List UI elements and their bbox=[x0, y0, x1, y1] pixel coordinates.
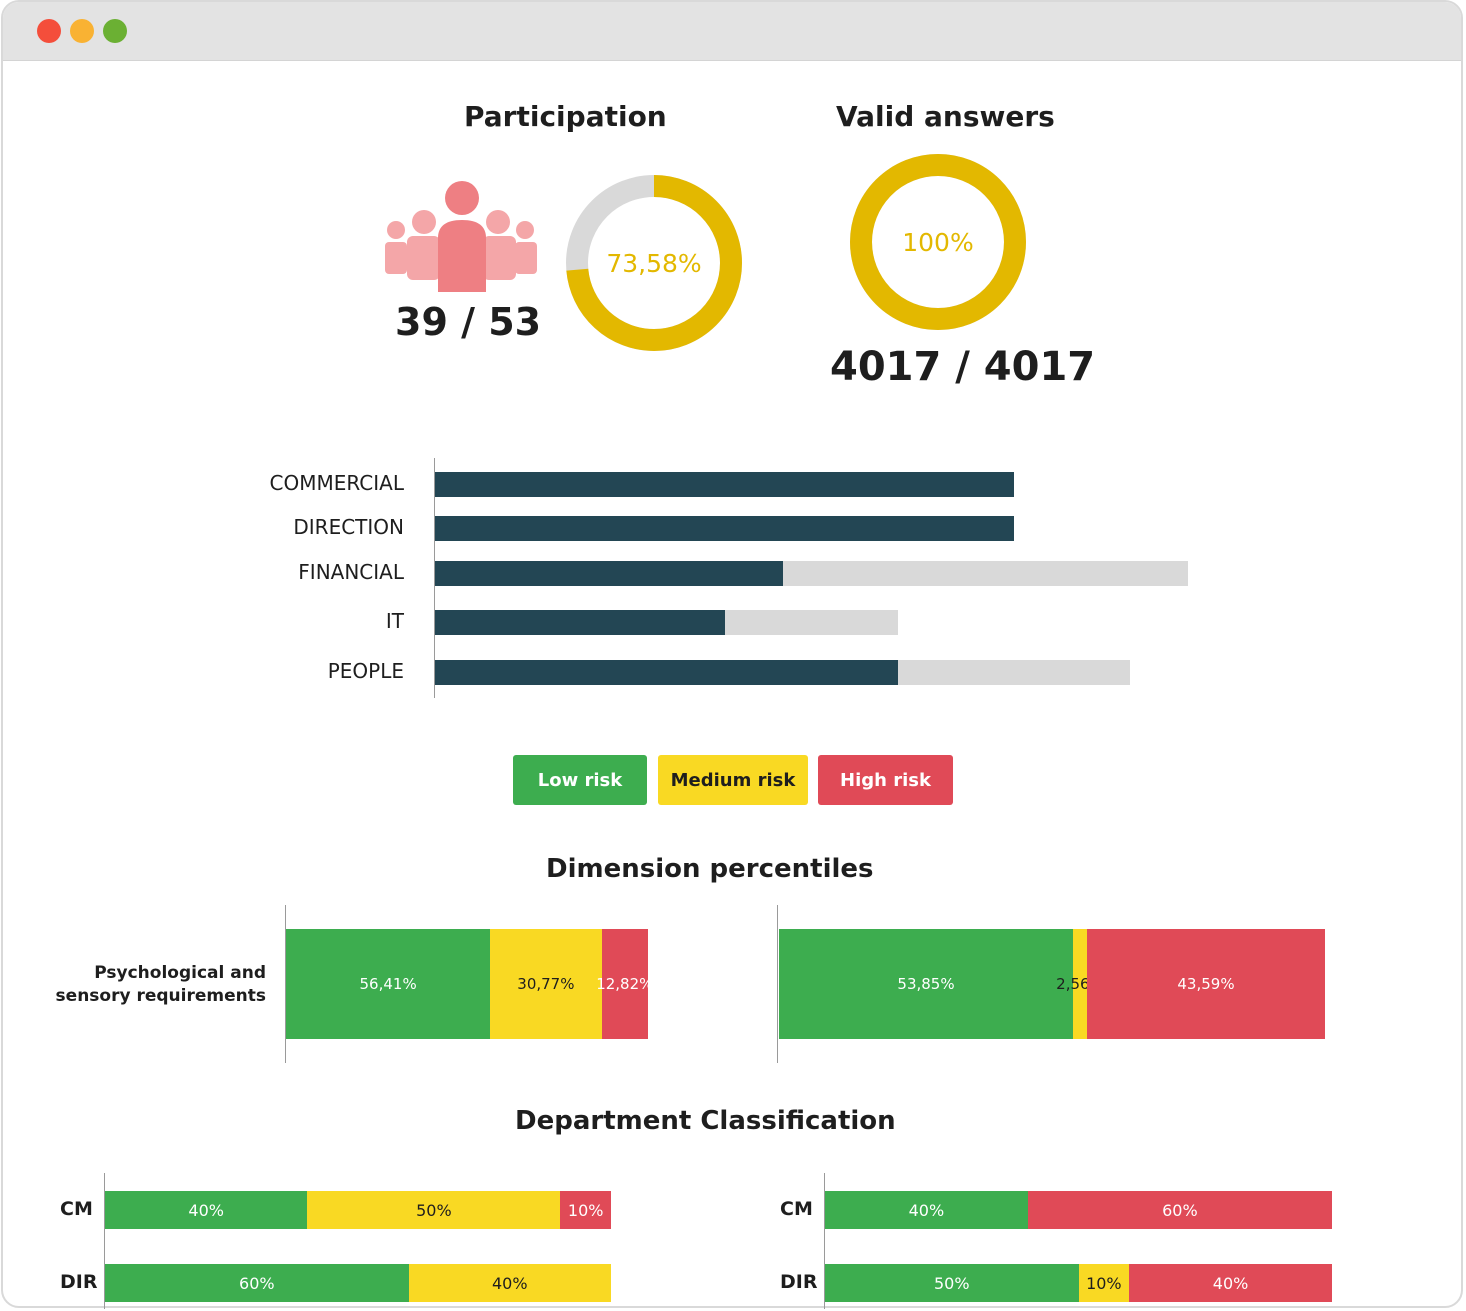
dimension-axis-left bbox=[285, 905, 286, 1063]
dimension-left-segment-medium: 30,77% bbox=[490, 929, 602, 1039]
valid-answers-donut-arc bbox=[850, 154, 1026, 330]
dimension-percentiles-title: Dimension percentiles bbox=[546, 854, 874, 884]
dimension-row-label-line-1: Psychological and bbox=[94, 963, 266, 983]
classification-right-segment-label: 10% bbox=[1086, 1273, 1122, 1293]
dimension-right-segment-high: 43,59% bbox=[1086, 929, 1325, 1039]
dimension-right-segment-label: 43,59% bbox=[1177, 975, 1235, 993]
participation-count: 39 / 53 bbox=[395, 300, 542, 344]
classification-right-segment-low: 40% bbox=[825, 1191, 1028, 1229]
dimension-left-segment-label: 30,77% bbox=[517, 975, 575, 993]
department-answered-bar bbox=[435, 660, 899, 685]
dimension-right-segment-low: 53,85% bbox=[779, 929, 1074, 1039]
department-answered-bar bbox=[435, 516, 1015, 541]
department-answered-bar bbox=[435, 561, 783, 586]
classification-left-segment-label: 40% bbox=[492, 1273, 528, 1293]
department-label: PEOPLE bbox=[327, 659, 404, 683]
participation-title: Participation bbox=[464, 100, 667, 133]
classification-left-segment-label: 40% bbox=[188, 1200, 224, 1220]
participation-percent: 73,58% bbox=[606, 249, 701, 278]
dimension-left-segment-label: 12,82% bbox=[596, 975, 654, 993]
classification-left-segment-high: 10% bbox=[560, 1191, 611, 1229]
valid-answers-title: Valid answers bbox=[836, 100, 1055, 133]
classification-axis-right bbox=[824, 1173, 825, 1309]
dimension-row-label: Psychological and sensory requirements bbox=[40, 962, 266, 1008]
valid-answers-percent: 100% bbox=[902, 228, 973, 257]
department-label: COMMERCIAL bbox=[269, 471, 404, 495]
classification-axis-left bbox=[104, 1173, 105, 1309]
classification-left-segment-low: 60% bbox=[105, 1264, 409, 1302]
minimize-window-button[interactable] bbox=[70, 19, 94, 43]
department-classification-title: Department Classification bbox=[515, 1106, 896, 1136]
classification-left-segment-label: 10% bbox=[567, 1200, 604, 1220]
participation-donut-arc bbox=[566, 175, 742, 351]
classification-right-segment-high: 60% bbox=[1027, 1191, 1332, 1229]
department-answered-bar bbox=[435, 472, 1015, 497]
classification-left-segment-label: 50% bbox=[416, 1200, 452, 1220]
dimension-right-segment-label: 53,85% bbox=[897, 975, 955, 993]
dimension-row-label-line-2: sensory requirements bbox=[55, 986, 266, 1006]
classification-right-segment-high: 40% bbox=[1129, 1264, 1332, 1302]
legend-low-risk-button[interactable]: Low risk bbox=[513, 755, 647, 805]
legend-medium-risk-button[interactable]: Medium risk bbox=[658, 755, 808, 805]
classification-left-segment-low: 40% bbox=[105, 1191, 308, 1229]
department-answered-bar bbox=[435, 610, 725, 635]
classification-right-segment-label: 50% bbox=[933, 1273, 970, 1293]
classification-right-segment-label: 40% bbox=[908, 1200, 945, 1220]
classification-row-label: CM bbox=[780, 1198, 813, 1220]
department-chart-axis bbox=[434, 458, 435, 698]
people-group-icon bbox=[385, 181, 537, 292]
classification-right-segment-medium: 10% bbox=[1078, 1264, 1130, 1302]
maximize-window-button[interactable] bbox=[103, 19, 127, 43]
classification-right-segment-label: 40% bbox=[1212, 1273, 1249, 1293]
classification-left-segment-medium: 50% bbox=[307, 1191, 561, 1229]
dimension-right-segment-medium: 2,56% bbox=[1056, 929, 1104, 1039]
classification-row-label: DIR bbox=[780, 1271, 818, 1293]
close-window-button[interactable] bbox=[37, 19, 61, 43]
legend-high-risk-button[interactable]: High risk bbox=[818, 755, 953, 805]
valid-answers-count: 4017 / 4017 bbox=[830, 344, 1096, 390]
department-label: DIRECTION bbox=[293, 515, 404, 539]
dimension-left-segment-high: 12,82% bbox=[596, 929, 653, 1039]
dimension-axis-right bbox=[777, 905, 778, 1063]
department-label: IT bbox=[385, 609, 404, 633]
classification-left-segment-label: 60% bbox=[239, 1273, 275, 1293]
dimension-left-segment-label: 56,41% bbox=[359, 975, 417, 993]
classification-left-segment-medium: 40% bbox=[408, 1264, 611, 1302]
participation-donut: 73,58% bbox=[566, 175, 742, 351]
window-titlebar bbox=[3, 2, 1461, 61]
classification-right-segment-label: 60% bbox=[1162, 1200, 1198, 1220]
dimension-left-segment-low: 56,41% bbox=[286, 929, 491, 1039]
valid-answers-donut: 100% bbox=[850, 154, 1026, 330]
classification-row-label: CM bbox=[60, 1198, 93, 1220]
department-label: FINANCIAL bbox=[298, 560, 404, 584]
classification-row-label: DIR bbox=[60, 1271, 98, 1293]
classification-right-segment-low: 50% bbox=[825, 1264, 1079, 1302]
